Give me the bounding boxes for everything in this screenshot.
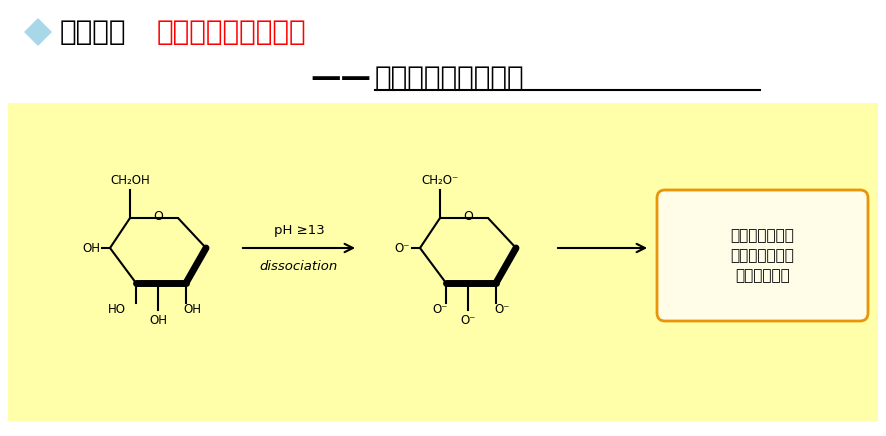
Text: 的电化学检测器: 的电化学检测器 [731,248,795,263]
Text: HO: HO [108,303,126,316]
FancyBboxPatch shape [657,190,868,321]
Text: O⁻: O⁻ [494,303,509,316]
Text: OH: OH [183,303,201,316]
Text: O: O [463,210,473,222]
Text: CH₂O⁻: CH₂O⁻ [422,174,459,187]
Text: OH: OH [82,242,100,255]
Text: 可以进行检测: 可以进行检测 [735,268,790,283]
Text: ——: —— [310,64,371,92]
Text: CH₂OH: CH₂OH [110,174,150,187]
Text: O⁻: O⁻ [394,242,410,255]
Text: pH ≥13: pH ≥13 [274,224,324,236]
Text: OH: OH [149,313,167,327]
Text: 糖类物质: 糖类物质 [60,18,127,46]
Text: O⁻: O⁻ [460,313,476,327]
Text: 通过装有金电极: 通过装有金电极 [731,228,795,243]
Text: 脉冲式电化学检测器: 脉冲式电化学检测器 [375,64,525,92]
Text: 高灵敏度检测方案一: 高灵敏度检测方案一 [157,18,307,46]
Bar [8,103,878,421]
Polygon shape [24,18,52,46]
Text: O: O [153,210,163,222]
Text: dissociation: dissociation [260,259,338,272]
Text: O⁻: O⁻ [432,303,447,316]
